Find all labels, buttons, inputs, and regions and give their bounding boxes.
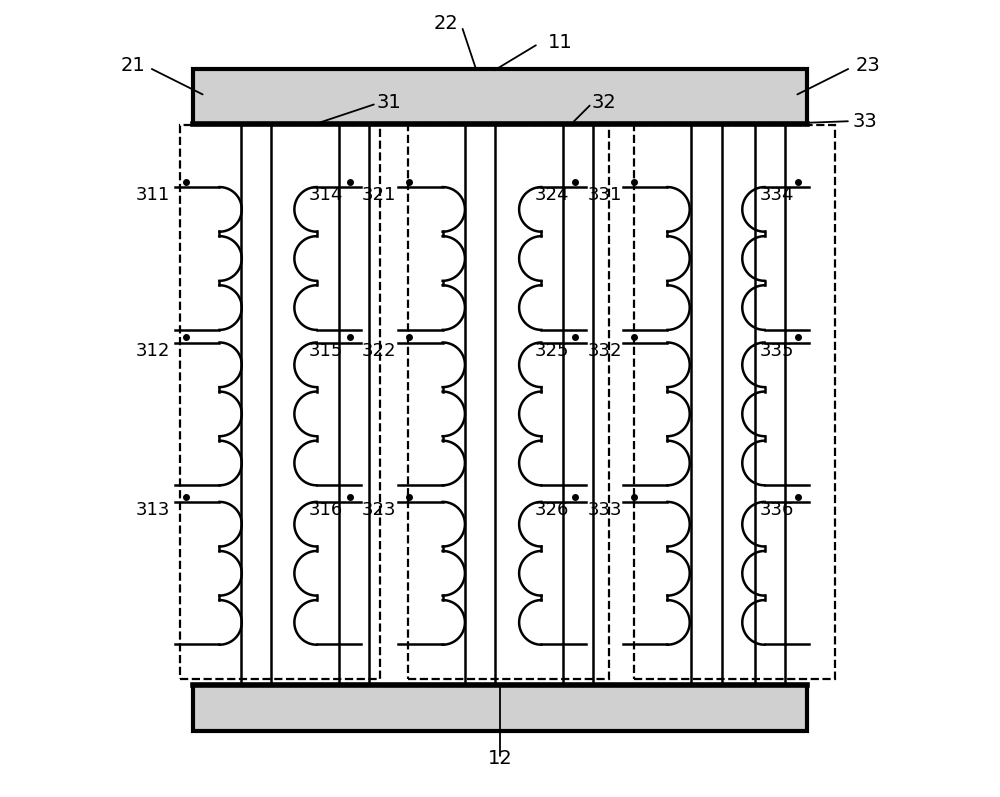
Text: 12: 12 — [488, 749, 512, 768]
Bar — [563, 124, 593, 685]
Text: 322: 322 — [362, 342, 396, 359]
Bar — [241, 124, 271, 685]
Text: 23: 23 — [856, 56, 881, 75]
Text: 333: 333 — [588, 501, 622, 519]
Text: 332: 332 — [588, 342, 622, 359]
Bar — [193, 685, 807, 731]
Bar — [408, 125, 609, 679]
Text: 334: 334 — [760, 186, 795, 204]
Text: 336: 336 — [760, 501, 795, 519]
Text: 32: 32 — [591, 92, 616, 112]
Text: 21: 21 — [121, 56, 146, 75]
Text: 321: 321 — [362, 186, 396, 204]
Bar — [691, 124, 722, 685]
Text: 311: 311 — [136, 186, 170, 204]
Text: 22: 22 — [433, 14, 458, 33]
Text: 323: 323 — [362, 501, 396, 519]
Text: 315: 315 — [309, 342, 343, 359]
Text: 313: 313 — [136, 501, 170, 519]
Text: 314: 314 — [309, 186, 343, 204]
Text: 31: 31 — [376, 92, 401, 112]
Text: 324: 324 — [535, 186, 569, 204]
Bar — [339, 124, 369, 685]
Text: 325: 325 — [535, 342, 569, 359]
Text: 316: 316 — [309, 501, 343, 519]
Bar — [193, 69, 807, 124]
Bar — [755, 124, 785, 685]
Bar — [634, 125, 835, 679]
Text: 335: 335 — [760, 342, 795, 359]
Text: 11: 11 — [547, 33, 572, 52]
Text: 326: 326 — [535, 501, 569, 519]
Bar — [465, 124, 495, 685]
Text: 331: 331 — [588, 186, 622, 204]
Text: 312: 312 — [136, 342, 170, 359]
Text: 33: 33 — [853, 112, 877, 131]
Bar — [180, 125, 380, 679]
